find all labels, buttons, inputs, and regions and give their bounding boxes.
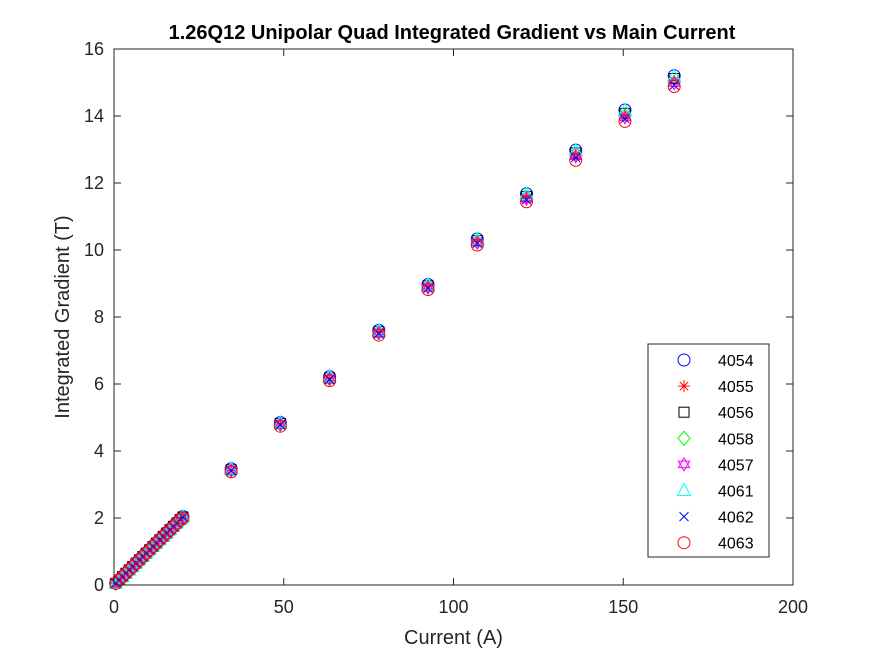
data-point (115, 568, 130, 583)
legend-marker (679, 511, 689, 522)
legend-label: 4056 (718, 405, 754, 422)
legend-marker (677, 430, 691, 447)
legend-entry-4058: 4058 (677, 430, 754, 448)
data-point (139, 546, 153, 560)
data-point (373, 328, 384, 339)
x-tick-label: 200 (778, 597, 808, 617)
data-point (667, 80, 681, 94)
axis-ticks: 0 50 100 150 200 0 2 4 6 8 10 12 14 16 (84, 39, 808, 617)
data-point (118, 565, 134, 579)
y-tick-label: 14 (84, 106, 104, 126)
legend-box (647, 343, 770, 558)
data-point (421, 283, 435, 297)
legend-label: 4058 (718, 431, 754, 448)
y-axis-label: Integrated Gradient (T) (52, 215, 74, 418)
legend-marker (676, 482, 692, 496)
data-point (163, 523, 177, 537)
chart-title: 1.26Q12 Unipolar Quad Integrated Gradien… (169, 22, 736, 44)
data-point (149, 536, 163, 550)
series-4063 (109, 80, 681, 590)
legend-label: 4055 (718, 379, 754, 396)
data-point (273, 419, 287, 433)
legend-entry-4062: 4062 (679, 510, 754, 527)
data-point (669, 80, 680, 91)
data-point (224, 465, 238, 479)
series-4061 (108, 68, 682, 589)
data-point (372, 328, 386, 342)
legend-marker (677, 536, 691, 550)
data-point (176, 511, 190, 525)
legend-label: 4062 (718, 510, 754, 527)
data-point (420, 276, 436, 291)
legend-marker (677, 456, 691, 472)
data-point (166, 520, 180, 534)
x-tick-label: 0 (109, 597, 119, 617)
legend-label: 4061 (718, 484, 754, 501)
y-tick-label: 12 (84, 173, 104, 193)
legend-entry-4057: 4057 (677, 456, 754, 474)
legend: 4054 4055 4056 4058 4057 4061 4062 4063 (647, 343, 770, 558)
data-point (136, 550, 150, 564)
legend-marker (678, 380, 690, 393)
data-point (132, 553, 146, 567)
data-point (618, 114, 632, 128)
series-4054 (109, 69, 681, 590)
data-point (569, 153, 583, 167)
series-4062 (110, 80, 680, 589)
legend-label: 4057 (718, 457, 754, 474)
legend-label: 4063 (718, 536, 754, 553)
x-tick-label: 150 (608, 597, 638, 617)
series-4058 (109, 74, 681, 592)
legend-label: 4054 (718, 353, 754, 370)
data-point (324, 374, 335, 385)
y-tick-label: 4 (94, 441, 104, 461)
data-markers (108, 68, 682, 592)
y-tick-label: 16 (84, 39, 104, 59)
data-point (121, 561, 137, 576)
data-point (126, 560, 140, 574)
data-point (470, 238, 484, 252)
data-point (146, 539, 160, 553)
series-4057 (109, 75, 681, 591)
x-tick-label: 50 (274, 597, 294, 617)
legend-entry-4063: 4063 (677, 536, 754, 553)
y-tick-label: 0 (94, 575, 104, 595)
legend-marker (678, 406, 690, 418)
data-point (423, 283, 433, 294)
data-point (119, 566, 133, 580)
legend-entry-4056: 4056 (678, 405, 754, 422)
data-point (122, 563, 136, 577)
legend-marker (677, 353, 691, 367)
y-tick-label: 6 (94, 374, 104, 394)
data-point (129, 556, 143, 570)
data-point (143, 543, 157, 557)
data-point (173, 513, 187, 527)
data-point (519, 195, 533, 209)
data-point (109, 576, 123, 590)
data-point (323, 374, 337, 388)
y-tick-label: 8 (94, 307, 104, 327)
x-tick-label: 100 (438, 597, 468, 617)
data-point (115, 570, 129, 584)
y-tick-label: 10 (84, 240, 104, 260)
data-point (469, 231, 485, 245)
legend-entries: 4054 4055 4056 4058 4057 4061 4062 4063 (676, 353, 754, 553)
data-point (275, 420, 286, 430)
data-point (112, 573, 126, 587)
series-4056 (110, 72, 680, 589)
legend-entry-4055: 4055 (678, 379, 754, 396)
series-4055 (109, 74, 681, 590)
data-point (226, 465, 236, 476)
legend-entry-4054: 4054 (677, 353, 754, 370)
data-point (108, 575, 124, 589)
y-tick-label: 2 (94, 508, 104, 528)
legend-entry-4061: 4061 (676, 482, 754, 501)
data-point (160, 526, 174, 540)
data-point (666, 68, 682, 82)
x-axis-label: Current (A) (404, 627, 503, 649)
data-point (568, 142, 584, 157)
